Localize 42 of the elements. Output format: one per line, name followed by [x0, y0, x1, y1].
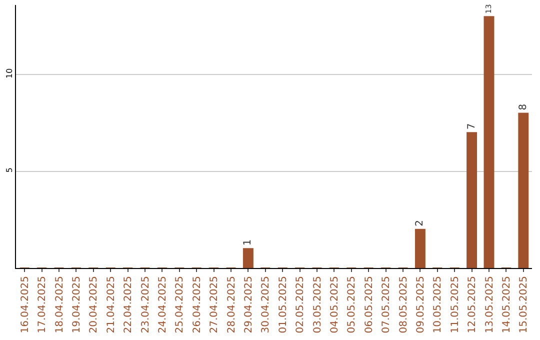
x-tick-label: 18.04.2025	[54, 276, 66, 334]
x-tick-label: 28.04.2025	[226, 276, 238, 334]
bar	[242, 248, 254, 268]
data-label: 2	[414, 220, 426, 226]
x-tick-label: 21.04.2025	[106, 276, 117, 334]
x-tick-label: 26.04.2025	[192, 276, 203, 334]
x-tick-label: 22.04.2025	[123, 276, 134, 334]
x-tick-label: 15.05.2025	[518, 276, 530, 334]
x-tick-label: 24.04.2025	[157, 276, 168, 334]
bar	[518, 112, 529, 268]
x-tick-label: 02.05.2025	[295, 276, 306, 334]
x-tick-label: 04.05.2025	[329, 276, 340, 334]
y-tick-label: 10	[4, 68, 14, 79]
x-tick-label: 08.05.2025	[398, 276, 410, 334]
x-tick-label: 12.05.2025	[467, 276, 478, 334]
x-tick-label: 16.04.2025	[20, 276, 31, 334]
x-tick-label: 09.05.2025	[415, 276, 426, 334]
x-tick-label: 11.05.2025	[450, 276, 461, 334]
x-tick-label: 29.04.2025	[243, 276, 254, 334]
bar	[484, 16, 494, 268]
data-label: 7	[466, 123, 478, 130]
x-tick-label: 30.04.2025	[260, 276, 272, 334]
data-label: 1	[242, 239, 254, 246]
x-tick-label: 13.05.2025	[484, 276, 496, 334]
bar	[414, 228, 426, 268]
x-tick-label: 10.05.2025	[432, 276, 444, 334]
x-tick-label: 14.05.2025	[501, 276, 512, 334]
x-tick-label: 07.05.2025	[381, 276, 392, 334]
x-tick-label: 19.04.2025	[71, 276, 82, 334]
x-tick-label: 01.05.2025	[278, 276, 289, 334]
y-tick-label: 5	[4, 168, 14, 173]
data-label: 8	[518, 104, 529, 110]
x-tick-label: 05.05.2025	[346, 276, 358, 334]
data-label: 13	[484, 4, 493, 14]
x-tick-label: 25.04.2025	[174, 276, 186, 334]
x-tick-label: 27.04.2025	[209, 276, 220, 334]
x-tick-label: 23.04.2025	[140, 276, 152, 334]
x-tick-label: 17.04.2025	[37, 276, 48, 334]
x-tick-label: 06.05.2025	[364, 276, 375, 334]
bar	[466, 132, 478, 268]
x-tick-label: 20.04.2025	[88, 276, 100, 334]
x-tick-label: 03.05.2025	[312, 276, 324, 334]
